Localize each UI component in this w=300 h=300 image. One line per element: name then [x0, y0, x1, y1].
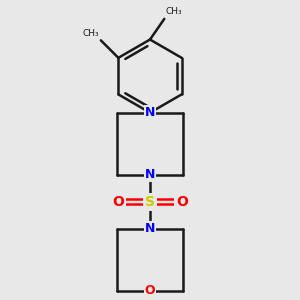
Text: O: O	[112, 195, 124, 209]
Text: S: S	[145, 195, 155, 209]
Text: N: N	[145, 106, 155, 119]
Text: O: O	[176, 195, 188, 209]
Text: CH₃: CH₃	[166, 7, 182, 16]
Text: N: N	[145, 168, 155, 181]
Text: N: N	[145, 222, 155, 235]
Text: CH₃: CH₃	[82, 29, 99, 38]
Text: O: O	[145, 284, 155, 297]
